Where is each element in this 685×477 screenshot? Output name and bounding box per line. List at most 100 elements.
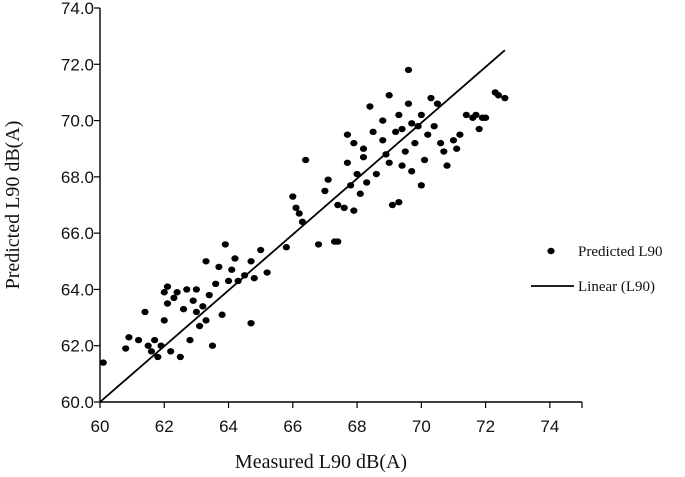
data-point	[208, 342, 217, 349]
data-point	[359, 153, 368, 161]
axes	[94, 7, 583, 408]
y-tick-label: 60.0	[61, 393, 94, 412]
data-point	[437, 139, 445, 147]
data-point	[257, 246, 265, 254]
data-point	[343, 131, 352, 138]
y-tick-label: 72.0	[61, 55, 94, 74]
data-point	[398, 125, 406, 133]
y-tick-label: 68.0	[61, 168, 94, 187]
y-axis-title: Predicted L90 dB(A)	[2, 121, 24, 290]
data-point	[350, 139, 358, 147]
data-point	[443, 162, 451, 169]
data-point	[314, 241, 323, 248]
legend-label-predicted: Predicted L90	[578, 244, 663, 260]
data-point	[353, 170, 361, 178]
data-point	[334, 201, 342, 209]
x-tick-label: 74	[540, 417, 559, 436]
data-point	[221, 241, 229, 248]
data-point	[392, 128, 400, 136]
data-point	[247, 320, 255, 327]
data-point	[359, 145, 368, 152]
data-point	[379, 137, 387, 144]
data-point	[404, 66, 413, 74]
data-point	[350, 207, 358, 214]
data-point	[186, 336, 194, 344]
data-point	[218, 311, 226, 318]
data-point	[372, 170, 380, 178]
data-point	[427, 94, 435, 102]
x-tick-label: 60	[91, 417, 110, 436]
data-point	[170, 294, 178, 302]
data-point	[494, 92, 503, 99]
data-point	[99, 359, 107, 366]
data-point	[356, 190, 364, 197]
tick-labels: 60 62 64 66 68 70 72 74 60.0 62.0 64.0 66.0 68.0 70.0…	[61, 0, 559, 436]
data-point	[456, 131, 464, 138]
data-point	[420, 156, 429, 164]
data-point	[433, 100, 441, 107]
data-point	[298, 218, 307, 226]
data-point	[395, 198, 403, 206]
data-point	[289, 193, 297, 200]
data-point	[231, 255, 239, 262]
data-point	[192, 308, 200, 316]
data-point	[160, 289, 168, 296]
data-point	[501, 94, 509, 102]
data-point	[196, 322, 204, 330]
data-point	[189, 297, 197, 304]
data-point	[199, 303, 207, 310]
data-point	[408, 120, 416, 127]
x-tick-label: 66	[283, 417, 302, 436]
legend-marker-predicted	[547, 247, 555, 255]
data-point	[411, 139, 419, 147]
data-point	[321, 187, 329, 195]
data-point	[449, 137, 458, 144]
data-point	[440, 148, 448, 155]
data-point	[144, 342, 152, 349]
data-point	[173, 289, 181, 296]
data-point	[334, 238, 342, 245]
data-point	[282, 244, 290, 251]
y-tick-label: 74.0	[61, 0, 94, 18]
x-tick-label: 72	[476, 417, 495, 436]
data-point	[292, 204, 300, 212]
data-point	[241, 272, 249, 279]
data-point	[395, 111, 403, 119]
data-point	[404, 100, 413, 107]
data-point	[202, 258, 210, 265]
data-point	[324, 176, 332, 183]
data-point	[205, 291, 213, 299]
data-point	[234, 277, 242, 285]
data-point	[163, 300, 172, 307]
x-tick-label: 62	[155, 417, 174, 436]
data-marks	[99, 49, 509, 403]
data-point	[398, 162, 406, 169]
data-point	[250, 274, 258, 282]
x-axis-title: Measured L90 dB(A)	[235, 451, 407, 473]
data-point	[183, 286, 191, 293]
data-point	[202, 317, 210, 324]
data-point	[160, 317, 168, 324]
data-point	[179, 305, 188, 313]
data-point	[134, 336, 143, 344]
data-point	[157, 342, 165, 349]
data-point	[379, 117, 387, 124]
data-point	[363, 179, 371, 186]
data-point	[125, 334, 133, 341]
y-tick-label: 64.0	[61, 280, 94, 299]
data-point	[228, 266, 236, 273]
legend: Predicted L90 Linear (L90)	[531, 244, 663, 295]
data-point	[163, 283, 172, 290]
data-point	[340, 204, 348, 212]
data-point	[295, 210, 303, 217]
legend-label-linear: Linear (L90)	[578, 279, 655, 295]
data-point	[347, 182, 355, 189]
y-tick-label: 70.0	[61, 112, 94, 131]
data-point	[388, 201, 397, 209]
data-point	[482, 114, 490, 121]
data-point	[151, 336, 159, 344]
data-point	[453, 145, 461, 152]
data-point	[343, 159, 352, 166]
data-point	[385, 92, 393, 99]
